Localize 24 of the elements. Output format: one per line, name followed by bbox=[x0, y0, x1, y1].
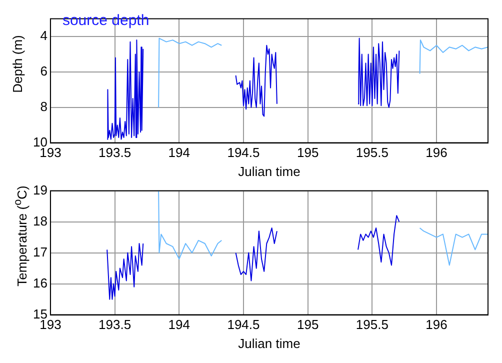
y-tick-label: 10 bbox=[32, 134, 48, 150]
y-tick-label: 6 bbox=[40, 64, 48, 79]
x-tick-label: 195 bbox=[296, 317, 319, 332]
x-axis-title: Julian time bbox=[238, 336, 300, 351]
x-tick-label: 193.5 bbox=[98, 145, 132, 160]
x-tick-label: 194.5 bbox=[227, 145, 260, 160]
y-axis-title: Depth (m) bbox=[9, 34, 26, 95]
x-tick-label: 196 bbox=[426, 317, 448, 332]
x-tick-label: 194.5 bbox=[227, 317, 260, 332]
x-tick-label: 195 bbox=[296, 145, 319, 160]
x-axis-title: Julian time bbox=[238, 164, 300, 179]
x-tick-label: 196 bbox=[426, 145, 448, 160]
x-tick-label: 194 bbox=[168, 145, 190, 160]
y-tick-label: 17 bbox=[32, 244, 48, 260]
y-tick-label: 19 bbox=[32, 182, 48, 198]
x-tick-label: 193.5 bbox=[98, 317, 132, 332]
y-tick-label: 18 bbox=[32, 213, 48, 228]
x-tick-label: 195.5 bbox=[356, 145, 388, 160]
y-tick-label: 16 bbox=[32, 275, 48, 290]
y-tick-label: 15 bbox=[32, 306, 48, 322]
y-tick-label: 8 bbox=[40, 98, 48, 114]
x-tick-label: 194 bbox=[168, 317, 190, 332]
y-tick-label: 4 bbox=[40, 28, 48, 44]
x-tick-label: 195.5 bbox=[356, 317, 388, 332]
